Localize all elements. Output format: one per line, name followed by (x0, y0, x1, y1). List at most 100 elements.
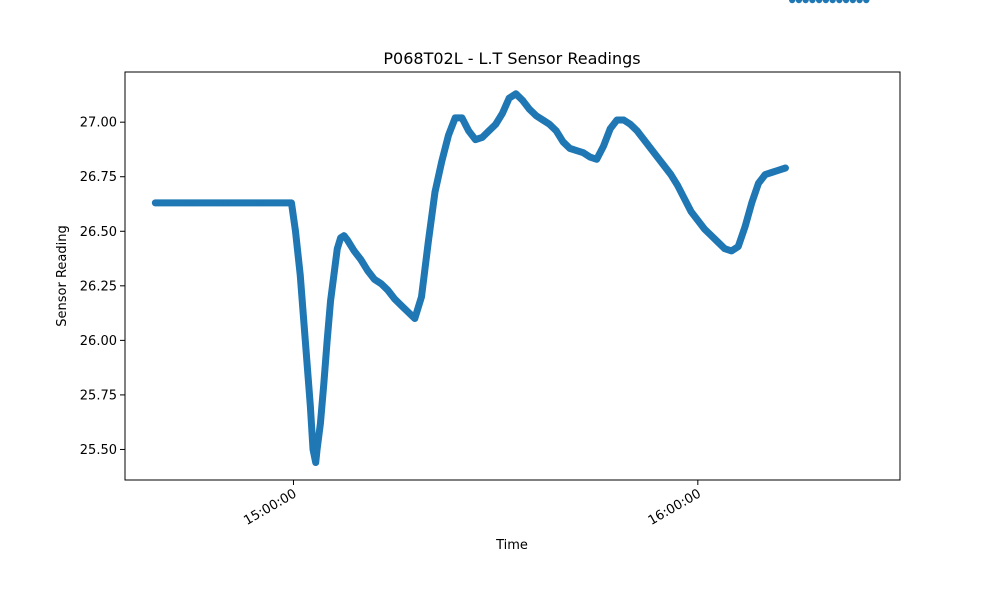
data-point (681, 195, 688, 202)
data-point (452, 114, 459, 122)
data-point (411, 315, 418, 322)
data-point (755, 180, 762, 187)
data-point (340, 232, 348, 239)
data-point (721, 245, 728, 252)
data-point (822, 0, 830, 4)
data-point (829, 0, 836, 4)
data-point (313, 446, 321, 453)
data-point (667, 171, 675, 178)
data-point (788, 0, 796, 4)
data-point (620, 116, 627, 124)
x-tick-label: 16:00:00 (646, 486, 704, 528)
data-point (478, 134, 486, 141)
data-point (687, 208, 695, 215)
data-point (849, 0, 857, 4)
data-point (539, 116, 547, 124)
data-point (573, 147, 580, 154)
data-point (327, 297, 334, 305)
data-point (371, 276, 378, 283)
data-point (458, 114, 466, 122)
data-point (425, 238, 432, 246)
data-point (701, 225, 708, 233)
data-point (505, 94, 513, 102)
data-point (607, 125, 614, 132)
data-point (694, 217, 702, 224)
data-point (546, 121, 553, 128)
data-point (152, 199, 159, 207)
data-point (647, 145, 654, 152)
y-tick-label: 26.50 (80, 225, 117, 240)
data-point (795, 0, 803, 4)
data-point (330, 271, 338, 279)
data-point (512, 90, 520, 98)
plot-frame (124, 71, 901, 481)
data-point (627, 121, 634, 128)
y-tick-label: 27.00 (80, 116, 117, 131)
data-point (472, 136, 479, 143)
x-tick-label: 15:00:00 (241, 486, 299, 528)
x-axis-label: Time (495, 538, 528, 553)
data-point (418, 293, 425, 300)
series-line (151, 90, 789, 467)
y-tick-label: 26.75 (80, 170, 117, 185)
data-point (431, 188, 439, 196)
data-point (613, 116, 621, 124)
data-point (768, 169, 776, 176)
data-point (292, 228, 299, 235)
data-point (593, 156, 600, 163)
data-point (307, 402, 314, 410)
data-point (559, 138, 567, 146)
data-point (714, 238, 722, 246)
data-point (741, 223, 749, 231)
data-point (334, 245, 341, 252)
data-point (586, 153, 594, 161)
data-point (465, 127, 472, 135)
data-point (748, 199, 755, 207)
data-point (600, 142, 607, 150)
data-point (640, 136, 648, 143)
data-point (445, 132, 452, 139)
data-point (303, 358, 311, 366)
data-point (404, 308, 412, 316)
data-point (357, 256, 365, 263)
data-point (283, 199, 290, 207)
data-point (519, 97, 526, 104)
data-point (660, 162, 668, 170)
data-point (350, 247, 358, 255)
data-point (674, 182, 681, 189)
data-point (580, 149, 587, 156)
data-point (802, 0, 809, 4)
series-L.T (151, 0, 870, 467)
y-axis-label: Sensor Reading (55, 225, 70, 326)
data-point (762, 171, 769, 178)
data-point (317, 420, 324, 427)
data-point (782, 164, 789, 172)
data-point (654, 153, 661, 161)
data-point (566, 145, 573, 152)
data-point (499, 110, 506, 117)
data-point (842, 0, 850, 4)
data-point (775, 166, 782, 174)
y-tick-label: 25.75 (80, 388, 117, 403)
data-point (384, 286, 392, 294)
data-point (526, 105, 533, 113)
data-point (398, 302, 405, 309)
data-point (492, 121, 499, 128)
data-point (222, 199, 230, 207)
y-axis: 25.50 25.75 26.00 26.25 26.50 26.75 27.00 (80, 116, 125, 458)
data-point (320, 380, 328, 388)
data-point (708, 232, 715, 239)
y-tick-label: 26.00 (80, 334, 117, 349)
data-point (836, 0, 843, 4)
data-point (288, 199, 295, 207)
chart-title: P068T02L - L.T Sensor Readings (383, 49, 640, 68)
data-point (863, 0, 870, 4)
data-point (728, 247, 735, 255)
plot-area (151, 0, 870, 467)
data-point (553, 127, 560, 135)
data-point (735, 243, 742, 250)
data-point (377, 280, 385, 287)
data-point (633, 127, 641, 135)
data-point (344, 236, 351, 244)
